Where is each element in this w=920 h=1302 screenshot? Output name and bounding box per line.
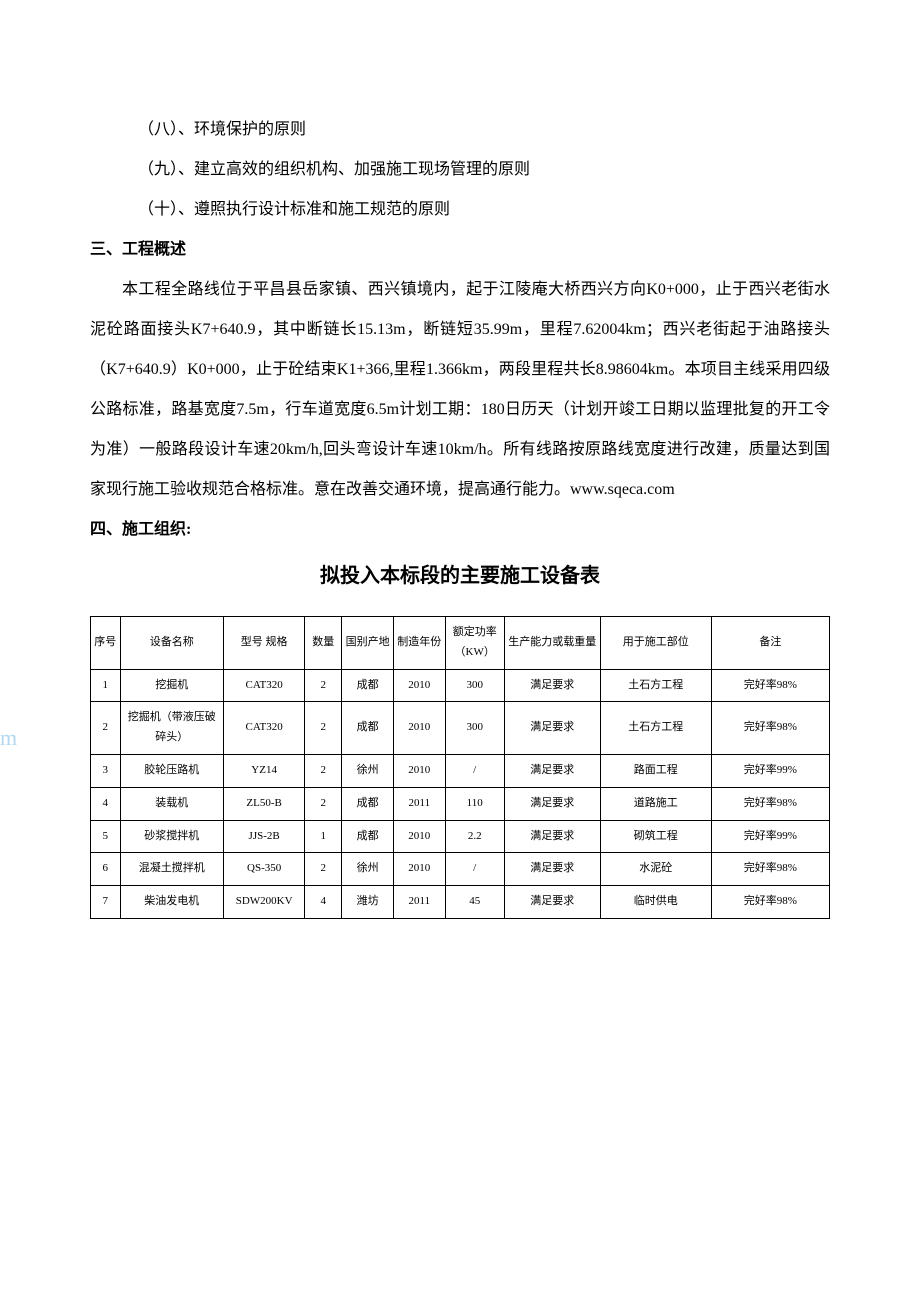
cell-power: / xyxy=(445,754,504,787)
section-4-heading: 四、施工组织: xyxy=(90,510,830,550)
document-page: （八）、环境保护的原则 （九）、建立高效的组织机构、加强施工现场管理的原则 （十… xyxy=(0,0,920,979)
cell-note: 完好率98% xyxy=(711,853,829,886)
cell-usage: 道路施工 xyxy=(600,787,711,820)
cell-qty: 2 xyxy=(305,669,342,702)
cell-power: 2.2 xyxy=(445,820,504,853)
cell-usage: 临时供电 xyxy=(600,886,711,919)
cell-name: 砂浆搅拌机 xyxy=(120,820,223,853)
table-row: 5 砂浆搅拌机 JJS-2B 1 成都 2010 2.2 满足要求 砌筑工程 完… xyxy=(91,820,830,853)
th-name: 设备名称 xyxy=(120,617,223,670)
th-note: 备注 xyxy=(711,617,829,670)
th-year: 制造年份 xyxy=(393,617,445,670)
cell-seq: 3 xyxy=(91,754,121,787)
cell-seq: 5 xyxy=(91,820,121,853)
cell-origin: 成都 xyxy=(342,820,394,853)
table-row: 3 胶轮压路机 YZ14 2 徐州 2010 / 满足要求 路面工程 完好率99… xyxy=(91,754,830,787)
th-seq: 序号 xyxy=(91,617,121,670)
cell-model: CAT320 xyxy=(224,669,305,702)
cell-usage: 路面工程 xyxy=(600,754,711,787)
table-row: 4 装载机 ZL50-B 2 成都 2011 110 满足要求 道路施工 完好率… xyxy=(91,787,830,820)
cell-year: 2010 xyxy=(393,754,445,787)
principle-item-10: （十）、遵照执行设计标准和施工规范的原则 xyxy=(90,190,830,230)
cell-power: 300 xyxy=(445,669,504,702)
cell-origin: 徐州 xyxy=(342,754,394,787)
cell-capacity: 满足要求 xyxy=(504,702,600,755)
cell-qty: 1 xyxy=(305,820,342,853)
cell-year: 2010 xyxy=(393,669,445,702)
cell-model: CAT320 xyxy=(224,702,305,755)
th-power: 额定功率（KW） xyxy=(445,617,504,670)
cell-capacity: 满足要求 xyxy=(504,787,600,820)
cell-usage: 水泥砼 xyxy=(600,853,711,886)
cell-year: 2010 xyxy=(393,702,445,755)
cell-model: YZ14 xyxy=(224,754,305,787)
cell-qty: 2 xyxy=(305,702,342,755)
th-capacity: 生产能力或载重量 xyxy=(504,617,600,670)
cell-origin: 徐州 xyxy=(342,853,394,886)
table-row: 1 挖掘机 CAT320 2 成都 2010 300 满足要求 土石方工程 完好… xyxy=(91,669,830,702)
cell-qty: 2 xyxy=(305,787,342,820)
cell-capacity: 满足要求 xyxy=(504,754,600,787)
cell-qty: 2 xyxy=(305,754,342,787)
cell-year: 2010 xyxy=(393,820,445,853)
cell-origin: 成都 xyxy=(342,669,394,702)
cell-power: 300 xyxy=(445,702,504,755)
cell-model: QS-350 xyxy=(224,853,305,886)
section-3-heading: 三、工程概述 xyxy=(90,230,830,270)
equipment-table-header-row: 序号 设备名称 型号 规格 数量 国别产地 制造年份 额定功率（KW） 生产能力… xyxy=(91,617,830,670)
cell-usage: 砌筑工程 xyxy=(600,820,711,853)
section-3-paragraph: 本工程全路线位于平昌县岳家镇、西兴镇境内，起于江陵庵大桥西兴方向K0+000，止… xyxy=(90,270,830,510)
cell-name: 挖掘机 xyxy=(120,669,223,702)
cell-origin: 成都 xyxy=(342,702,394,755)
cell-power: 110 xyxy=(445,787,504,820)
cell-name: 挖掘机（带液压破碎头） xyxy=(120,702,223,755)
table-row: 2 挖掘机（带液压破碎头） CAT320 2 成都 2010 300 满足要求 … xyxy=(91,702,830,755)
cell-capacity: 满足要求 xyxy=(504,669,600,702)
cell-seq: 4 xyxy=(91,787,121,820)
table-row: 7 柴油发电机 SDW200KV 4 潍坊 2011 45 满足要求 临时供电 … xyxy=(91,886,830,919)
equipment-table-body: 1 挖掘机 CAT320 2 成都 2010 300 满足要求 土石方工程 完好… xyxy=(91,669,830,918)
cell-qty: 2 xyxy=(305,853,342,886)
cell-seq: 2 xyxy=(91,702,121,755)
cell-seq: 7 xyxy=(91,886,121,919)
cell-capacity: 满足要求 xyxy=(504,853,600,886)
cell-note: 完好率98% xyxy=(711,787,829,820)
th-model: 型号 规格 xyxy=(224,617,305,670)
cell-name: 柴油发电机 xyxy=(120,886,223,919)
cell-power: / xyxy=(445,853,504,886)
cell-capacity: 满足要求 xyxy=(504,820,600,853)
cell-qty: 4 xyxy=(305,886,342,919)
cell-origin: 潍坊 xyxy=(342,886,394,919)
cell-note: 完好率98% xyxy=(711,669,829,702)
cell-seq: 6 xyxy=(91,853,121,886)
cell-model: ZL50-B xyxy=(224,787,305,820)
cell-name: 混凝土搅拌机 xyxy=(120,853,223,886)
equipment-table: 序号 设备名称 型号 规格 数量 国别产地 制造年份 额定功率（KW） 生产能力… xyxy=(90,616,830,919)
cell-seq: 1 xyxy=(91,669,121,702)
cell-usage: 土石方工程 xyxy=(600,669,711,702)
cell-model: JJS-2B xyxy=(224,820,305,853)
cell-year: 2011 xyxy=(393,886,445,919)
cell-note: 完好率99% xyxy=(711,820,829,853)
table-row: 6 混凝土搅拌机 QS-350 2 徐州 2010 / 满足要求 水泥砼 完好率… xyxy=(91,853,830,886)
cell-capacity: 满足要求 xyxy=(504,886,600,919)
cell-origin: 成都 xyxy=(342,787,394,820)
cell-year: 2011 xyxy=(393,787,445,820)
th-qty: 数量 xyxy=(305,617,342,670)
principle-item-9: （九）、建立高效的组织机构、加强施工现场管理的原则 xyxy=(90,150,830,190)
th-usage: 用于施工部位 xyxy=(600,617,711,670)
cell-model: SDW200KV xyxy=(224,886,305,919)
cell-usage: 土石方工程 xyxy=(600,702,711,755)
cell-name: 装载机 xyxy=(120,787,223,820)
cell-year: 2010 xyxy=(393,853,445,886)
cell-note: 完好率98% xyxy=(711,886,829,919)
th-origin: 国别产地 xyxy=(342,617,394,670)
cell-note: 完好率98% xyxy=(711,702,829,755)
principle-item-8: （八）、环境保护的原则 xyxy=(90,110,830,150)
equipment-table-head: 序号 设备名称 型号 规格 数量 国别产地 制造年份 额定功率（KW） 生产能力… xyxy=(91,617,830,670)
equipment-table-title: 拟投入本标段的主要施工设备表 xyxy=(90,554,830,598)
cell-power: 45 xyxy=(445,886,504,919)
cell-name: 胶轮压路机 xyxy=(120,754,223,787)
cell-note: 完好率99% xyxy=(711,754,829,787)
